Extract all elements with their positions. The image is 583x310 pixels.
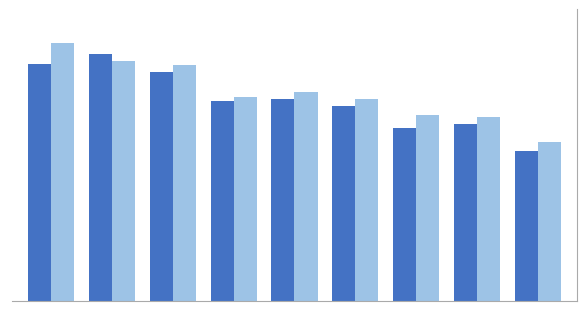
- Bar: [89, 54, 112, 301]
- Bar: [477, 117, 500, 301]
- Bar: [355, 99, 378, 301]
- Bar: [112, 61, 135, 301]
- Bar: [454, 124, 477, 301]
- Bar: [332, 106, 355, 301]
- Bar: [416, 115, 439, 301]
- Bar: [150, 72, 173, 301]
- Bar: [234, 97, 257, 301]
- Bar: [173, 65, 196, 301]
- Bar: [393, 128, 416, 301]
- Bar: [294, 92, 318, 301]
- Bar: [51, 43, 74, 301]
- Bar: [271, 99, 294, 301]
- Bar: [210, 101, 234, 301]
- Bar: [538, 142, 561, 301]
- Bar: [515, 151, 538, 301]
- Bar: [28, 64, 51, 301]
